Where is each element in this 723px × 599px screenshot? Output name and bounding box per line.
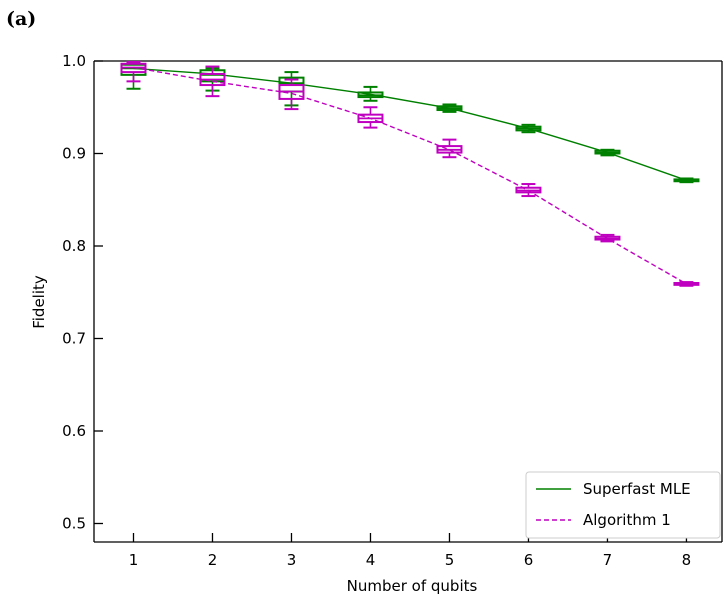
superfast-mle-box <box>357 85 384 102</box>
superfast-mle-box <box>436 103 463 113</box>
legend-frame <box>525 471 721 539</box>
x-tick-label: 6 <box>524 551 534 569</box>
panel-label: (a) <box>6 8 36 30</box>
legend: Superfast MLE Algorithm 1 <box>525 471 721 539</box>
algorithm-1-box <box>357 106 384 129</box>
x-tick-label: 5 <box>445 551 455 569</box>
superfast-mle-box <box>673 177 700 184</box>
y-tick-label: 1.0 <box>62 52 86 70</box>
x-tick-label: 2 <box>208 551 218 569</box>
algorithm-1-box <box>594 233 621 243</box>
y-axis-label: Fidelity <box>30 275 48 329</box>
algorithm-1-box <box>436 138 463 159</box>
legend-label: Algorithm 1 <box>583 511 671 529</box>
x-tick-label: 7 <box>603 551 613 569</box>
x-axis-label: Number of qubits <box>347 577 478 595</box>
y-tick-label: 0.8 <box>62 237 86 255</box>
superfast-mle-line <box>133 67 687 181</box>
superfast-mle-box <box>515 123 542 134</box>
x-tick-label: 3 <box>287 551 297 569</box>
algorithm-1-box <box>278 78 305 111</box>
algorithm-1-box <box>199 65 226 98</box>
plot-area: 1 2 3 4 5 6 7 8 0.5 0.6 0.7 0.8 0.9 1.0 <box>62 52 723 569</box>
algorithm-1-box <box>515 183 542 198</box>
y-tick-label: 0.6 <box>62 422 86 440</box>
y-tick-label: 0.7 <box>62 330 86 348</box>
y-tick-label: 0.9 <box>62 145 86 163</box>
legend-label: Superfast MLE <box>583 480 691 498</box>
x-tick-label: 4 <box>366 551 376 569</box>
x-tick-label: 1 <box>129 551 139 569</box>
x-tick-label: 8 <box>682 551 692 569</box>
algorithm-1-box <box>673 281 700 287</box>
y-tick-label: 0.5 <box>62 515 86 533</box>
algorithm-1-line <box>133 66 687 285</box>
superfast-mle-box <box>594 148 621 157</box>
algorithm-1-box <box>120 60 147 83</box>
